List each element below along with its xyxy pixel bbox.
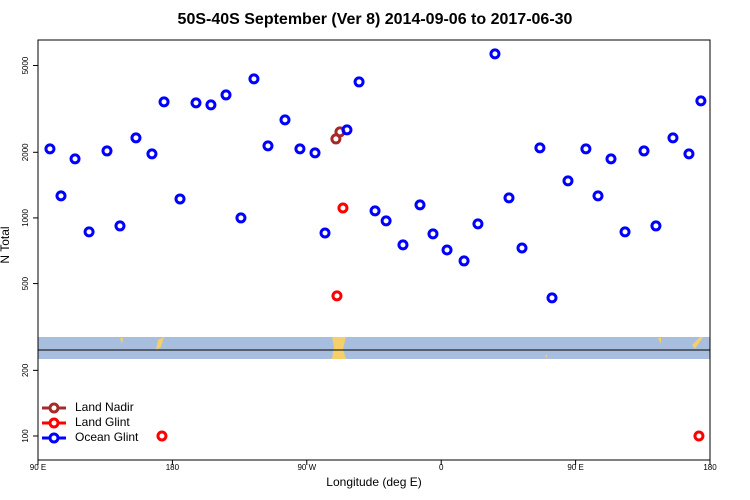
point [83, 226, 95, 238]
point [516, 242, 528, 254]
y-tick-label: 100 [21, 429, 30, 443]
point [353, 76, 365, 88]
point [369, 205, 381, 217]
map-strip [38, 337, 710, 359]
point [441, 244, 453, 256]
x-tick-label: 90 E [567, 463, 583, 472]
x-tick-label: 90 W [297, 463, 316, 472]
legend-label: Land Glint [75, 415, 130, 429]
point [331, 290, 343, 302]
point [262, 140, 274, 152]
point [319, 227, 331, 239]
legend-marker [48, 402, 60, 414]
point [472, 218, 484, 230]
point [341, 124, 353, 136]
point [693, 430, 705, 442]
point [380, 215, 392, 227]
point [605, 153, 617, 165]
y-tick-label: 200 [21, 363, 30, 377]
point [592, 190, 604, 202]
legend-label: Land Nadir [75, 400, 134, 414]
point [580, 143, 592, 155]
y-tick-label: 5000 [21, 56, 30, 74]
point [101, 145, 113, 157]
point [205, 99, 217, 111]
point [146, 148, 158, 160]
legend-label: Ocean Glint [75, 430, 139, 444]
point [427, 228, 439, 240]
point [294, 143, 306, 155]
point [397, 239, 409, 251]
point [546, 292, 558, 304]
point [534, 142, 546, 154]
point [489, 48, 501, 60]
y-tick-label: 2000 [21, 143, 30, 161]
point [44, 143, 56, 155]
y-tick-label: 500 [21, 276, 30, 290]
x-tick-label: 180 [166, 463, 180, 472]
point [69, 153, 81, 165]
point [562, 175, 574, 187]
legend-marker [48, 432, 60, 444]
point [190, 97, 202, 109]
point [309, 147, 321, 159]
point [279, 114, 291, 126]
point [174, 193, 186, 205]
point [220, 89, 232, 101]
y-tick-label: 1000 [21, 208, 30, 226]
point [55, 190, 67, 202]
x-tick-label: 0 [439, 463, 444, 472]
legend-marker [48, 417, 60, 429]
point [114, 220, 126, 232]
point [695, 95, 707, 107]
point [683, 148, 695, 160]
x-tick-label: 180 [703, 463, 717, 472]
chart-title: 50S-40S September (Ver 8) 2014-09-06 to … [178, 11, 573, 28]
point [503, 192, 515, 204]
plot-frame [37, 39, 711, 461]
point [248, 73, 260, 85]
point [650, 220, 662, 232]
x-axis-label: Longitude (deg E) [326, 475, 421, 489]
point [619, 226, 631, 238]
y-axis-label: N Total [0, 226, 12, 263]
point [156, 430, 168, 442]
point [337, 202, 349, 214]
point [130, 132, 142, 144]
point [414, 199, 426, 211]
point [235, 212, 247, 224]
point [638, 145, 650, 157]
point [158, 96, 170, 108]
point [458, 255, 470, 267]
x-tick-label: 90 E [30, 463, 46, 472]
point [667, 132, 679, 144]
